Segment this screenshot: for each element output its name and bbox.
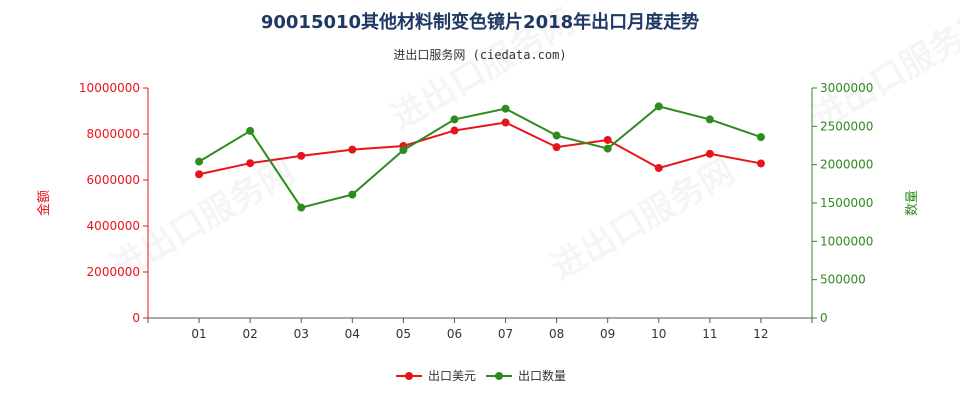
series-line bbox=[198, 105, 762, 209]
data-point bbox=[450, 126, 459, 135]
data-point bbox=[603, 144, 612, 153]
watermark-text: 进出口服务网 bbox=[545, 151, 742, 288]
data-point bbox=[756, 133, 765, 142]
series-line bbox=[198, 121, 762, 176]
x-axis-tick-label: 08 bbox=[549, 327, 564, 341]
data-point bbox=[195, 170, 204, 179]
right-axis-tick-label: 2500000 bbox=[820, 119, 873, 133]
data-point bbox=[654, 102, 663, 111]
legend-label: 出口美元 bbox=[428, 369, 476, 383]
data-point bbox=[501, 118, 510, 127]
right-axis-tick-label: 3000000 bbox=[820, 81, 873, 95]
data-point bbox=[552, 131, 561, 140]
left-axis-tick-label: 0 bbox=[132, 311, 140, 325]
left-axis-title: 金额 bbox=[36, 190, 52, 216]
data-point bbox=[195, 157, 204, 166]
data-point bbox=[654, 164, 663, 173]
x-axis-tick-label: 05 bbox=[396, 327, 411, 341]
chart-title: 90015010其他材料制变色镜片2018年出口月度走势 bbox=[260, 12, 700, 33]
data-point bbox=[348, 145, 357, 154]
data-point bbox=[705, 115, 714, 124]
right-axis-tick-label: 500000 bbox=[820, 273, 866, 287]
data-point bbox=[399, 146, 408, 155]
data-point bbox=[705, 149, 714, 158]
right-axis-title: 数量 bbox=[905, 190, 920, 216]
right-axis-tick-label: 1000000 bbox=[820, 234, 873, 248]
x-axis-tick-label: 07 bbox=[498, 327, 513, 341]
data-point bbox=[552, 143, 561, 152]
legend-swatch-marker bbox=[495, 372, 503, 380]
x-axis-tick-label: 10 bbox=[651, 327, 666, 341]
x-axis-tick-label: 12 bbox=[753, 327, 768, 341]
data-point bbox=[297, 203, 306, 212]
right-axis-tick-label: 2000000 bbox=[820, 158, 873, 172]
legend-label: 出口数量 bbox=[518, 368, 566, 383]
watermark-text: 进出口服务网 bbox=[805, 1, 960, 138]
data-point bbox=[450, 115, 459, 124]
x-axis-tick-label: 02 bbox=[243, 327, 258, 341]
data-point bbox=[246, 159, 255, 168]
legend-swatch-marker bbox=[405, 372, 413, 380]
x-axis-tick-label: 06 bbox=[447, 327, 462, 341]
left-axis-tick-label: 8000000 bbox=[87, 127, 140, 141]
data-point bbox=[348, 190, 357, 199]
data-point bbox=[246, 126, 255, 135]
x-axis-tick-label: 01 bbox=[191, 327, 206, 341]
data-point bbox=[501, 104, 510, 113]
x-axis-tick-label: 03 bbox=[294, 327, 309, 341]
x-axis-tick-label: 04 bbox=[345, 327, 360, 341]
right-axis-tick-label: 0 bbox=[820, 311, 828, 325]
left-axis-tick-label: 10000000 bbox=[79, 81, 140, 95]
right-axis-tick-label: 1500000 bbox=[820, 196, 873, 210]
left-axis-tick-label: 4000000 bbox=[87, 219, 140, 233]
x-axis-tick-label: 11 bbox=[702, 327, 717, 341]
watermark-text: 进出口服务网 bbox=[385, 1, 582, 138]
left-axis-tick-label: 6000000 bbox=[87, 173, 140, 187]
data-point bbox=[756, 159, 765, 168]
data-point bbox=[297, 151, 306, 160]
chart-subtitle: 进出口服务网 (ciedata.com) bbox=[393, 48, 567, 62]
left-axis-tick-label: 2000000 bbox=[87, 265, 140, 279]
x-axis-tick-label: 09 bbox=[600, 327, 615, 341]
data-point bbox=[603, 135, 612, 144]
